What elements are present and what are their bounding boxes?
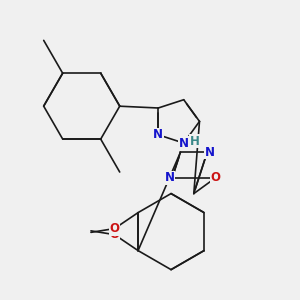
Text: N: N: [179, 136, 189, 150]
Text: O: O: [110, 228, 119, 241]
Text: N: N: [205, 146, 214, 159]
Text: N: N: [153, 128, 163, 141]
Text: O: O: [110, 222, 119, 235]
Text: H: H: [189, 135, 199, 148]
Text: N: N: [165, 171, 175, 184]
Text: O: O: [211, 171, 220, 184]
